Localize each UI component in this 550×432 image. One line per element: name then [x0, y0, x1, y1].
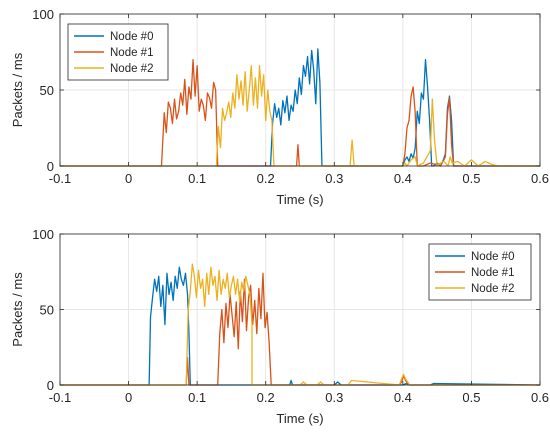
legend-bottom: Node #0 Node #1 Node #2	[428, 243, 532, 301]
x-tick-label-top: 0.3	[325, 171, 343, 186]
x-tick-label-top: 0.1	[188, 171, 206, 186]
y-tick-label-top: 100	[32, 7, 54, 22]
y-axis-label-top: Packets / ms	[10, 52, 25, 127]
x-tick-label-bottom: -0.1	[49, 390, 71, 405]
x-tick-label-bottom: 0.4	[394, 390, 412, 405]
legend-label-bottom-node1: Node #1	[471, 267, 514, 279]
legend-label-top-node2: Node #2	[110, 63, 153, 75]
x-tick-label-top: 0.6	[531, 171, 549, 186]
series-line-top-node2	[60, 65, 540, 167]
x-tick-label-bottom: 0.6	[531, 390, 549, 405]
y-tick-label-bottom: 100	[32, 227, 54, 242]
legend-label-bottom-node0: Node #0	[471, 251, 514, 263]
x-tick-label-bottom: 0.5	[462, 390, 480, 405]
legend-label-top-node0: Node #0	[110, 31, 153, 43]
x-tick-label-top: 0.2	[257, 171, 275, 186]
legend-label-top-node1: Node #1	[110, 47, 153, 59]
x-tick-label-bottom: 0	[125, 390, 132, 405]
x-tick-label-top: 0.5	[462, 171, 480, 186]
y-tick-label-bottom: 50	[40, 303, 54, 318]
x-tick-label-bottom: 0.1	[188, 390, 206, 405]
x-axis-label-bottom: Time (s)	[276, 411, 323, 426]
x-tick-label-top: -0.1	[49, 171, 71, 186]
y-tick-label-top: 0	[47, 159, 54, 174]
x-axis-label-top: Time (s)	[276, 192, 323, 207]
x-tick-label-bottom: 0.2	[257, 390, 275, 405]
legend-label-bottom-node2: Node #2	[471, 283, 514, 295]
y-tick-label-top: 50	[40, 83, 54, 98]
x-tick-label-top: 0.4	[394, 171, 412, 186]
x-tick-label-bottom: 0.3	[325, 390, 343, 405]
x-tick-label-top: 0	[125, 171, 132, 186]
legend-top: Node #0 Node #1 Node #2	[67, 23, 169, 81]
y-axis-label-bottom: Packets / ms	[10, 272, 25, 347]
y-tick-label-bottom: 0	[47, 378, 54, 393]
